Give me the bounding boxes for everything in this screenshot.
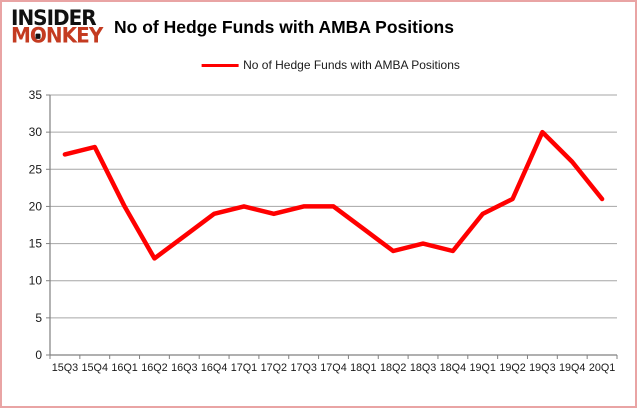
chart-title: No of Hedge Funds with AMBA Positions [114,17,454,37]
x-axis-label: 16Q2 [141,362,167,374]
y-axis-label: 10 [29,274,43,288]
x-axis-label: 16Q4 [201,362,227,374]
y-axis-label: 30 [29,125,43,139]
y-axis-label: 15 [29,237,43,251]
y-axis-label: 20 [29,199,43,213]
x-axis-label: 18Q1 [350,362,376,374]
y-axis-label: 5 [35,311,42,325]
legend-line-swatch [201,63,239,67]
logo-text-monkey: MONKEY [11,22,103,48]
x-axis-label: 17Q1 [231,362,257,374]
insider-monkey-logo: INSIDER MONKEY [11,4,103,48]
y-axis-label: 35 [29,88,43,102]
x-axis-label: 19Q3 [529,362,555,374]
logo-text-insider: INSIDER [11,4,97,31]
x-axis-label: 19Q1 [469,362,495,374]
y-axis-label: 25 [29,162,43,176]
x-axis-label: 15Q3 [52,362,78,374]
data-line-series [62,129,605,261]
x-axis-label: 16Q1 [111,362,137,374]
x-axis-label: 20Q1 [589,362,615,374]
x-axis-label: 16Q3 [171,362,197,374]
legend: No of Hedge Funds with AMBA Positions [201,58,460,72]
x-axis-label: 15Q4 [82,362,108,374]
x-axis-label: 18Q2 [380,362,406,374]
y-axis-label: 0 [35,348,42,362]
legend-label: No of Hedge Funds with AMBA Positions [243,58,460,72]
x-axis-label: 18Q3 [410,362,436,374]
x-axis-label: 17Q4 [320,362,346,374]
x-axis-label: 18Q4 [440,362,466,374]
x-axis-label: 19Q4 [559,362,585,374]
x-axis-label: 17Q2 [261,362,287,374]
x-axis-label: 19Q2 [499,362,525,374]
monkey-eye-icon: O [29,22,47,48]
x-axis-label: 17Q3 [290,362,316,374]
